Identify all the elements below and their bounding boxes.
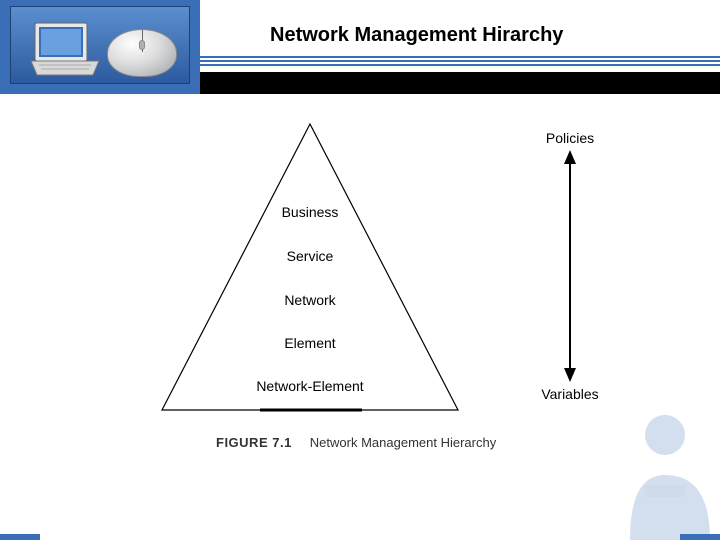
mouse-wheel	[139, 40, 145, 50]
header-decor	[0, 0, 200, 94]
level-label: Network	[284, 292, 335, 308]
level-label: Network-Element	[256, 378, 363, 394]
level-label: Element	[284, 335, 335, 351]
corner-person-graphic	[570, 390, 720, 540]
level-label: Business	[282, 204, 339, 220]
stripe	[200, 64, 720, 66]
caption-text: Network Management Hierarchy	[310, 435, 496, 450]
double-arrow-icon	[562, 150, 578, 382]
slide-header: Network Management Hirarchy	[0, 0, 720, 94]
decor-panel	[10, 6, 190, 84]
scale-arrow: Policies Variables	[530, 130, 610, 420]
header-stripes	[200, 56, 720, 68]
arrow-top-label: Policies	[530, 130, 610, 146]
footer-accent-right	[680, 534, 720, 540]
figure-caption: FIGURE 7.1 Network Management Hierarchy	[216, 435, 496, 450]
laptop-icon	[29, 21, 101, 77]
caption-figure-label: FIGURE 7.1	[216, 435, 292, 450]
level-label: Service	[287, 248, 334, 264]
stripe	[200, 60, 720, 62]
footer-accent-left	[0, 534, 40, 540]
mouse-icon	[107, 29, 177, 77]
stripe	[200, 56, 720, 58]
page-title: Network Management Hirarchy	[270, 24, 563, 47]
triangle-outline	[162, 124, 458, 410]
